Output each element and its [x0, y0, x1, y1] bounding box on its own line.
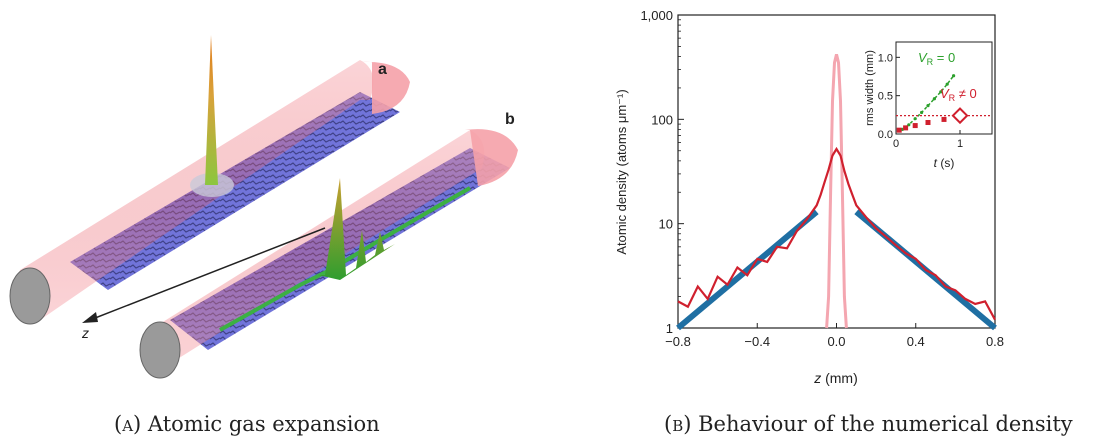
inset-frame — [895, 41, 993, 135]
inset-ticks: 0.0 0.5 1.0 0 1 — [878, 52, 963, 150]
y-tick-label: 1,000 — [640, 8, 673, 23]
inset-point-red — [925, 120, 931, 125]
x-tick-label: −0.4 — [744, 334, 770, 349]
inset-x-title: t (s) — [934, 156, 955, 170]
y-tick-label: 100 — [651, 112, 673, 127]
caption-a: (a) Atomic gas expansion — [114, 412, 380, 436]
x-tick-label: 0.0 — [827, 334, 845, 349]
legend-red: VR ≠ 0 — [940, 86, 977, 103]
inset-point-green — [913, 117, 917, 121]
beam-a — [9, 35, 410, 325]
inset-point-green — [939, 90, 943, 94]
tube-end-b-left — [139, 321, 181, 379]
series-initial-peak — [825, 53, 848, 329]
inset-y-tick-label: 0.5 — [878, 91, 893, 103]
laser-tube-b — [144, 130, 485, 370]
x-tick-label: 0.4 — [907, 334, 925, 349]
illustration-svg: a b z — [9, 35, 518, 379]
inset-chart: 0.00.51.00 1 rms width (mm) t (s) VR = 0 … — [864, 41, 993, 170]
inset-point-green — [920, 110, 924, 115]
legend-green: VR = 0 — [918, 50, 955, 67]
inset-point-green — [932, 97, 936, 101]
inset-point-red — [912, 123, 918, 129]
inset-y-title: rms width (mm) — [864, 50, 876, 126]
caption-b: (b) Behaviour of the numerical density — [664, 412, 1073, 436]
x-tick-label: 0.8 — [986, 334, 1004, 349]
x-axis-title: z (mm) — [813, 370, 858, 386]
series-fit-left — [676, 209, 819, 331]
inset-point-green — [945, 82, 949, 86]
inset-point-red — [896, 127, 902, 133]
inset-x-tick-label: 0 — [893, 138, 899, 150]
beam-b — [139, 129, 518, 379]
caption-a-text: Atomic gas expansion — [147, 412, 380, 436]
density-chart-panel: −0.8 −0.4 0.0 0.4 0.8 1 10 100 1,000 Atomic dens… — [590, 0, 1094, 400]
tube-end-a-right — [360, 61, 410, 114]
y-tick-label: 1 — [666, 321, 673, 336]
z-axis-label: z — [81, 325, 89, 341]
density-spike-a — [205, 35, 218, 185]
density-peak-b — [318, 178, 395, 280]
label-b: b — [505, 111, 515, 128]
inset-y-tick-label: 1.0 — [878, 52, 893, 64]
atomic-gas-illustration: a b z — [0, 0, 540, 400]
caption-a-label: (a) — [114, 412, 142, 436]
inset-point-red — [941, 116, 947, 122]
series-density — [677, 146, 996, 321]
tube-end-b-right — [465, 129, 518, 186]
inset-x-tick-label: 1 — [957, 138, 963, 150]
inset-series — [896, 74, 992, 133]
inset-point-red-diamond — [951, 107, 969, 125]
caption-b-label: (b) — [664, 412, 692, 436]
y-axis-title: Atomic density (atoms μm⁻¹) — [614, 89, 629, 254]
inset-y-tick-label: 0.0 — [878, 129, 893, 141]
label-a: a — [378, 61, 387, 78]
inset-point-green — [926, 104, 930, 108]
inset-point-red — [903, 125, 909, 131]
inset-point-green — [952, 74, 956, 78]
z-axis-arrow — [82, 227, 326, 323]
caption-b-text: Behaviour of the numerical density — [698, 412, 1073, 436]
green-density-b — [219, 186, 471, 332]
y-tick-label: 10 — [659, 217, 673, 232]
x-tick-label: −0.8 — [665, 334, 691, 349]
tube-end-a-left — [9, 267, 51, 325]
series-layer — [676, 53, 997, 331]
